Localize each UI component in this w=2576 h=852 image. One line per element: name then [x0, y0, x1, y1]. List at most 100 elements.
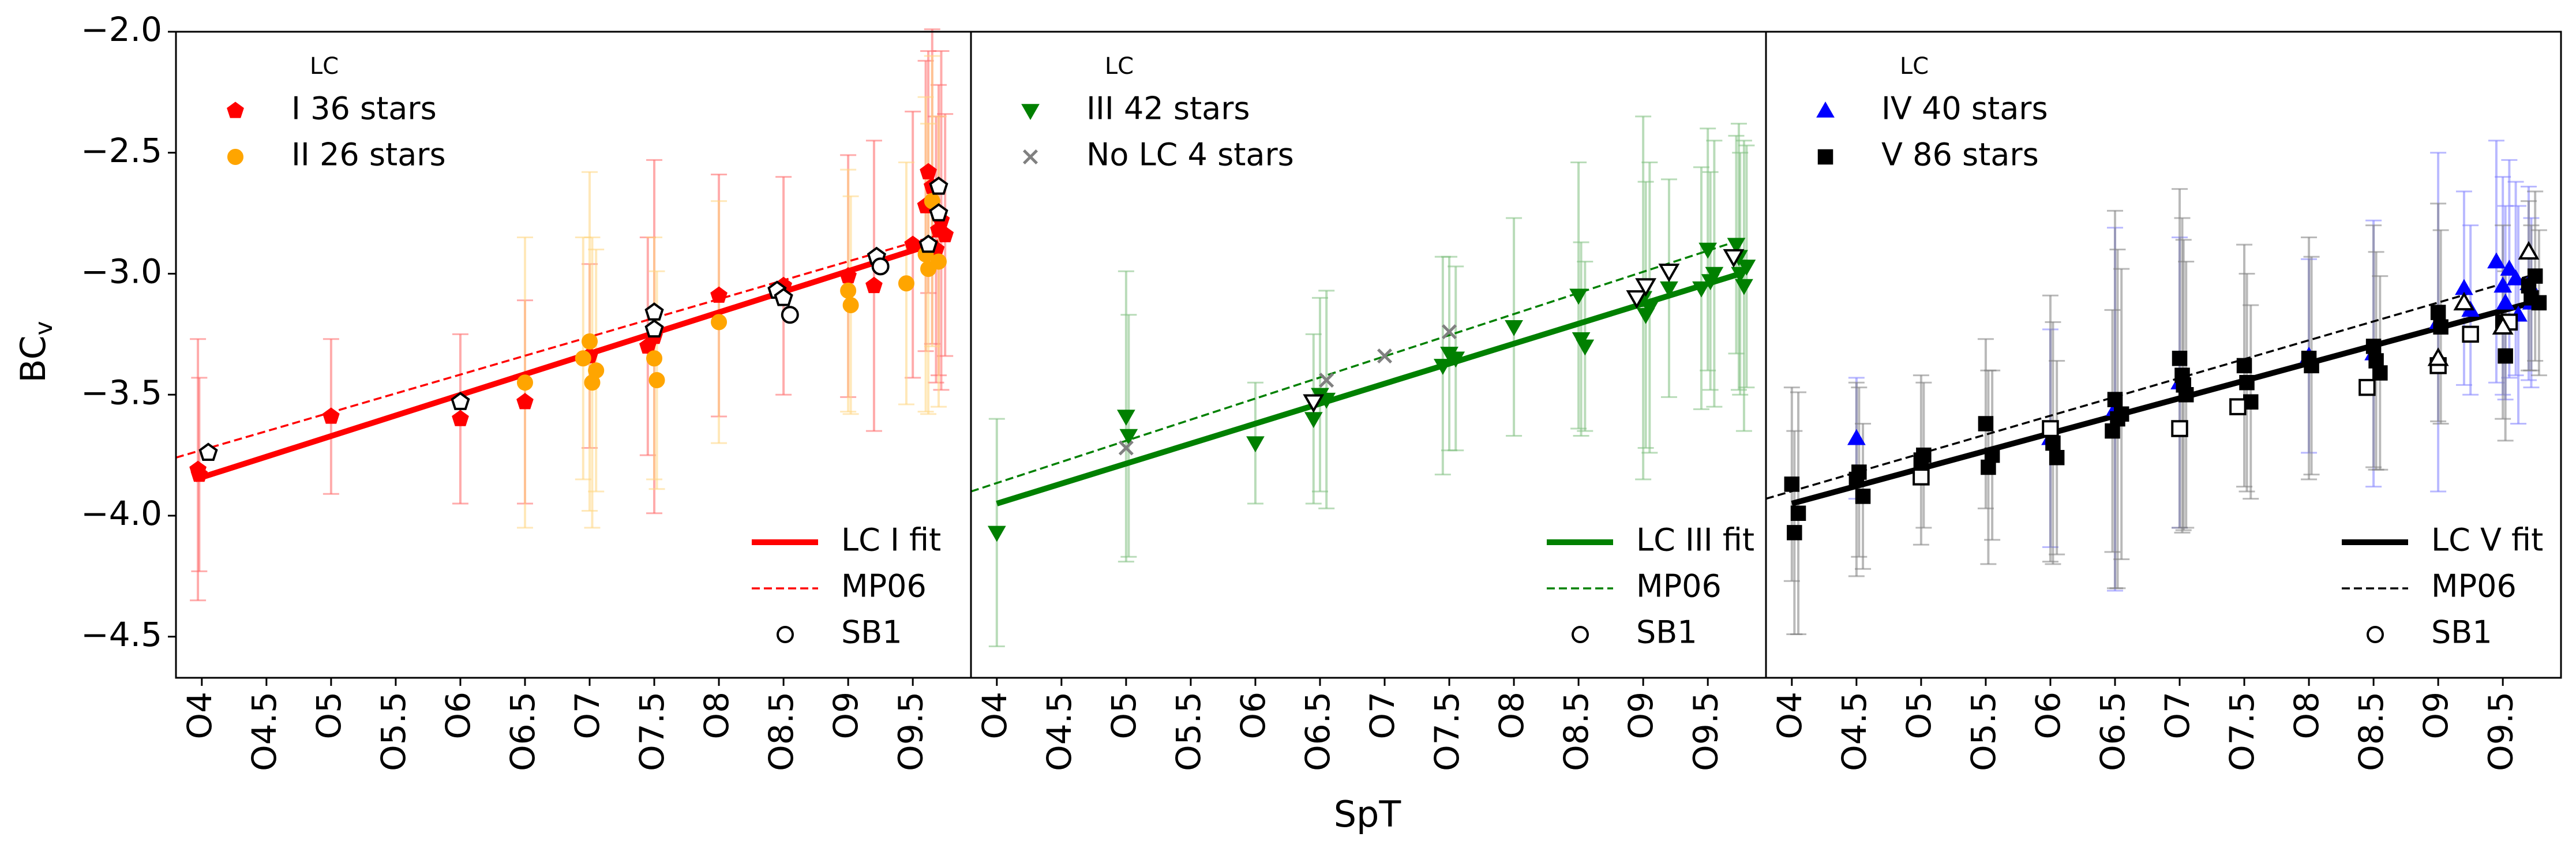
data-points	[1784, 241, 2547, 541]
legend-title: LC	[1900, 53, 1929, 80]
x-tick-label: O8	[697, 692, 736, 740]
data-point	[2527, 268, 2543, 284]
legend-label: SB1	[2431, 614, 2492, 651]
data-points	[987, 238, 1756, 542]
legend-marker	[227, 102, 244, 118]
x-tick-label: O9	[1621, 692, 1660, 740]
svg-text:BCv: BCv	[13, 321, 58, 383]
x-tick-label: O7	[2158, 692, 2197, 740]
legend-label: I 36 stars	[291, 91, 437, 127]
data-point	[2105, 423, 2120, 439]
x-tick-label: O7.5	[1427, 692, 1467, 771]
data-point	[1635, 278, 1657, 297]
data-point	[929, 177, 948, 195]
x-tick-label: O8	[2287, 692, 2326, 740]
x-tick-label: O5	[1104, 692, 1143, 740]
data-point	[2236, 358, 2252, 374]
x-tick-label: O4	[1770, 692, 1809, 740]
data-point	[1916, 447, 1932, 463]
x-tick-label: O8	[1492, 692, 1531, 740]
data-point	[1119, 429, 1138, 445]
x-tick-label: O6.5	[2093, 692, 2132, 771]
data-point	[1790, 505, 1806, 521]
legend-marker	[1817, 149, 1833, 165]
data-point	[1847, 429, 1866, 445]
y-tick-label: −4.5	[81, 615, 162, 654]
data-point	[1505, 320, 1523, 336]
data-point	[2518, 241, 2540, 260]
data-point	[1626, 290, 1648, 309]
data-point	[2506, 269, 2525, 286]
y-axis-label: BCv	[13, 321, 58, 383]
data-point	[1851, 464, 1867, 480]
data-point	[582, 333, 598, 350]
ylabel-subscript: v	[29, 321, 58, 336]
y-tick-label: −2.5	[81, 131, 162, 170]
x-axis: O4 O4.5 O5 O5.5 O6 O6.5 O7 O7.5 O8 O8.5 O9 O9.5	[975, 678, 1725, 771]
data-point	[323, 407, 340, 424]
x-tick-label: O8.5	[1557, 692, 1596, 771]
legend-sb1-swatch	[777, 626, 794, 643]
data-point	[1446, 351, 1465, 368]
data-point	[2453, 291, 2475, 311]
data-point	[1723, 249, 1745, 268]
data-point	[842, 297, 859, 314]
x-tick-label: O7	[568, 692, 607, 740]
data-point	[1433, 359, 1452, 375]
x-axis: O4 O4.5 O5 O5.5 O6 O6.5 O7 O7.5 O8 O8.5 O9 O9.5	[180, 678, 930, 771]
data-point	[2433, 319, 2448, 335]
mp06-line	[970, 241, 1734, 493]
legend-label: III 42 stars	[1086, 91, 1250, 127]
data-point	[2372, 365, 2388, 381]
plot-frame	[1765, 31, 2562, 679]
panel-lc-i-ii: O4 O4.5 O5 O5.5 O6 O6.5 O7 O7.5 O8 O8.5 O9 O9.5 −2.0…	[81, 10, 972, 771]
x-tick-label: O8.5	[762, 692, 801, 771]
x-tick-label: O6.5	[503, 692, 542, 771]
legend-marker	[1816, 101, 1835, 118]
data-point	[646, 350, 663, 367]
data-point	[2239, 374, 2255, 391]
legend-label: MP06	[841, 568, 927, 605]
data-point	[1705, 267, 1724, 283]
data-point	[2229, 398, 2247, 415]
legend-stars: LC I 36 stars II 26 stars	[227, 53, 446, 173]
data-point	[920, 163, 937, 179]
data-point	[1978, 416, 1994, 431]
data-point	[452, 410, 469, 426]
legend-label: MP06	[2431, 568, 2517, 605]
data-point	[2365, 339, 2382, 354]
fit-lines	[175, 234, 940, 482]
data-point	[575, 350, 591, 367]
y-tick-label: −3.0	[81, 252, 162, 291]
ylabel-main: BC	[13, 335, 54, 382]
data-point	[516, 374, 533, 391]
y-tick-label: −4.0	[81, 494, 162, 533]
error-bars	[988, 115, 1755, 647]
x-tick-label: O5	[1899, 692, 1938, 740]
data-point	[2496, 293, 2515, 310]
data-point	[1640, 301, 1659, 317]
data-point	[1787, 525, 1802, 541]
data-point	[1118, 440, 1134, 456]
data-point	[987, 526, 1006, 542]
data-point	[1913, 468, 1930, 486]
data-point	[1737, 260, 1756, 276]
x-tick-label: O9	[826, 692, 865, 740]
data-point	[781, 306, 799, 324]
data-point	[936, 226, 954, 242]
legend-title: LC	[310, 53, 339, 80]
data-point	[2487, 252, 2506, 269]
data-point	[865, 276, 883, 294]
x-tick-label: O6	[1233, 692, 1273, 740]
data-point	[516, 393, 534, 410]
legend-fits: LC I fit MP06 SB1	[752, 522, 941, 651]
data-point	[2045, 435, 2061, 451]
x-tick-label: O9.5	[2481, 692, 2520, 771]
x-axis-label: SpT	[1334, 793, 1402, 835]
data-point	[190, 465, 208, 482]
data-point	[648, 372, 665, 389]
legend-sb1-swatch	[2367, 626, 2384, 643]
x-tick-label: O5.5	[1169, 692, 1208, 771]
y-axis: −2.0 −2.5 −3.0 −3.5 −4.0 −4.5	[81, 10, 176, 654]
